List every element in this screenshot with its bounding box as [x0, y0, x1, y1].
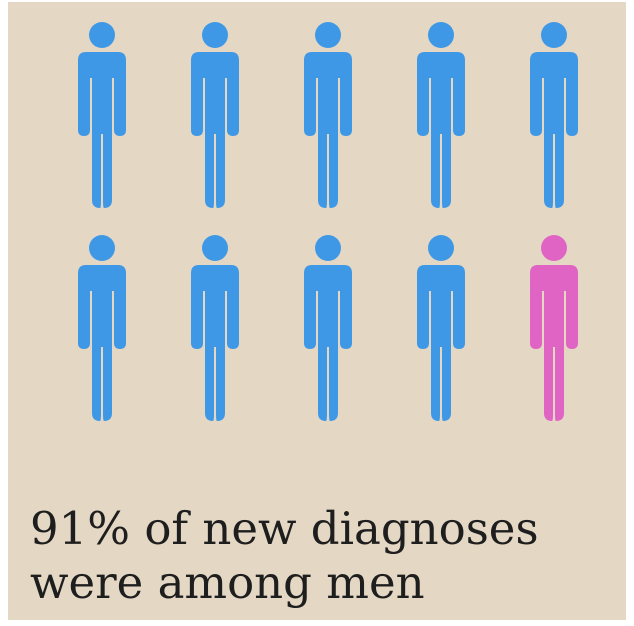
- person-icon: [401, 22, 481, 217]
- person-icon: [175, 235, 255, 430]
- person-icon: [401, 235, 481, 430]
- person-icon: [514, 235, 594, 430]
- person-icon: [175, 22, 255, 217]
- person-icon-grid: [8, 2, 626, 442]
- person-icon: [288, 22, 368, 217]
- person-icon: [62, 22, 142, 217]
- person-icon: [288, 235, 368, 430]
- infographic-panel: 91% of new diagnoses were among men: [8, 2, 626, 620]
- person-icon: [514, 22, 594, 217]
- caption: 91% of new diagnoses were among men: [30, 502, 620, 610]
- person-icon: [62, 235, 142, 430]
- caption-line-1: 91% of new diagnoses: [30, 502, 539, 555]
- caption-line-2: were among men: [30, 556, 425, 609]
